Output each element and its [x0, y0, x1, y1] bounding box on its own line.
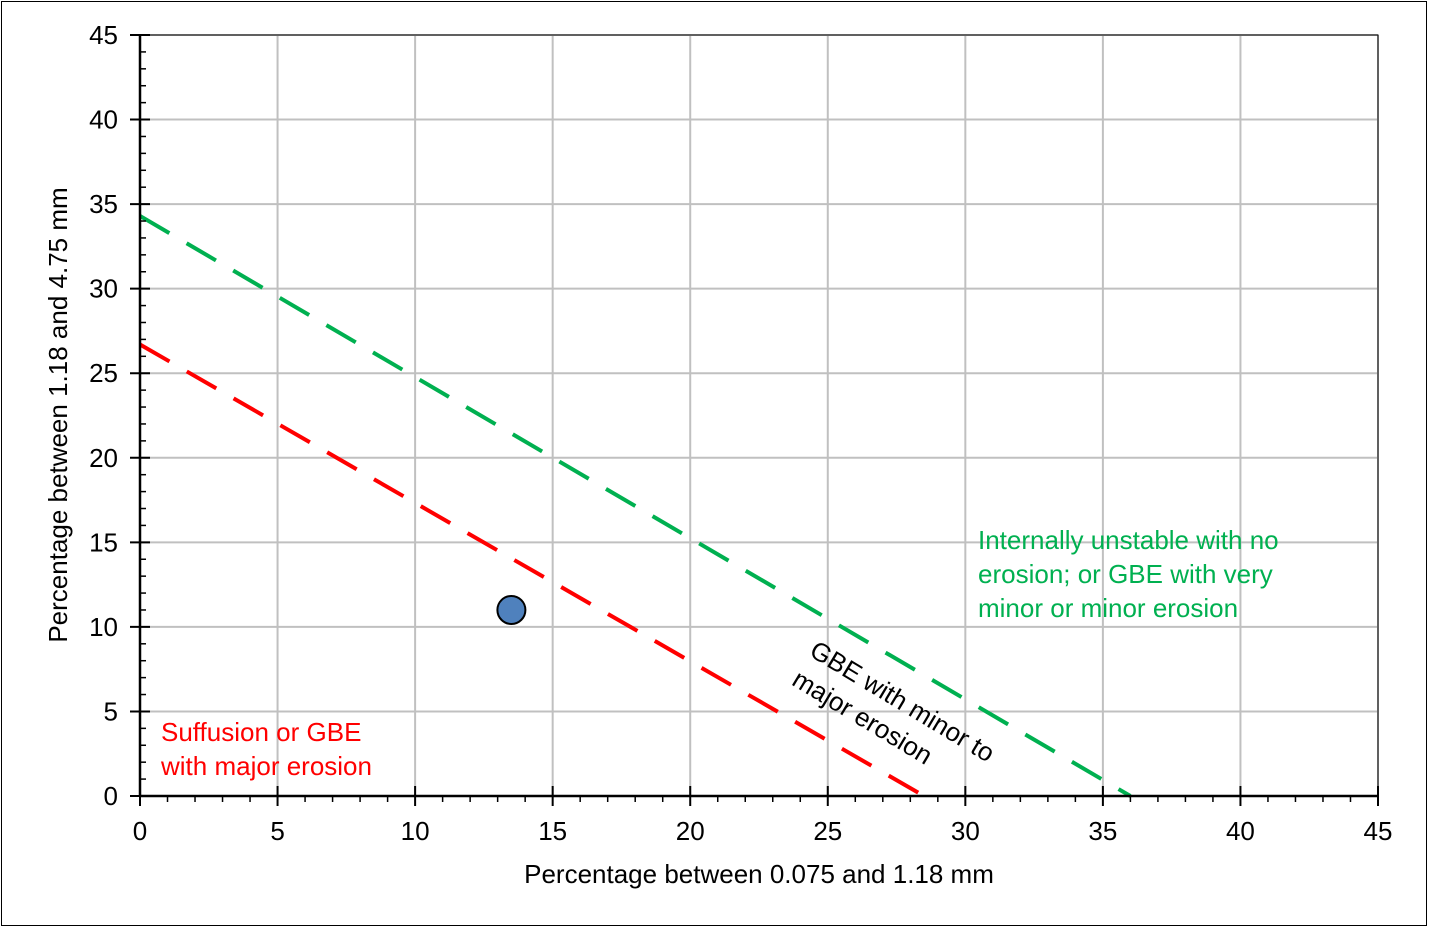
x-tick-label: 40: [1226, 816, 1255, 846]
y-axis-label: Percentage between 1.18 and 4.75 mm: [43, 187, 73, 642]
x-tick-label: 0: [133, 816, 147, 846]
x-tick-label: 20: [676, 816, 705, 846]
x-tick-label: 30: [951, 816, 980, 846]
annotation-line: with major erosion: [160, 751, 372, 781]
annotation-line: Suffusion or GBE: [161, 717, 361, 747]
annotation-line: Internally unstable with no: [978, 525, 1279, 555]
annotation-line: erosion; or GBE with very: [978, 559, 1273, 589]
y-tick-label: 10: [89, 612, 118, 642]
red-boundary-line: [139, 342, 926, 798]
y-tick-label: 25: [89, 358, 118, 388]
x-tick-label: 45: [1364, 816, 1393, 846]
x-tick-label: 15: [538, 816, 567, 846]
annotation-internally-unstable: Internally unstable with no erosion; or G…: [978, 525, 1279, 623]
y-tick-label: 35: [89, 189, 118, 219]
x-tick-label: 25: [813, 816, 842, 846]
plot-border: [139, 34, 1379, 797]
y-tick-label: 30: [89, 274, 118, 304]
y-tick-label: 20: [89, 443, 118, 473]
y-tick-label: 15: [89, 527, 118, 557]
y-tick-label: 40: [89, 105, 118, 135]
annotation-suffusion: Suffusion or GBE with major erosion: [160, 717, 372, 781]
x-tick-label: 5: [270, 816, 284, 846]
x-axis-label: Percentage between 0.075 and 1.18 mm: [524, 859, 994, 889]
y-tick-label: 45: [89, 20, 118, 50]
x-tick-label: 10: [401, 816, 430, 846]
green-boundary-line: [138, 214, 1132, 798]
x-tick-label: 35: [1088, 816, 1117, 846]
annotation-line: minor or minor erosion: [978, 593, 1238, 623]
data-point: [496, 594, 527, 625]
y-tick-label: 0: [104, 781, 118, 811]
y-tick-label: 5: [104, 696, 118, 726]
